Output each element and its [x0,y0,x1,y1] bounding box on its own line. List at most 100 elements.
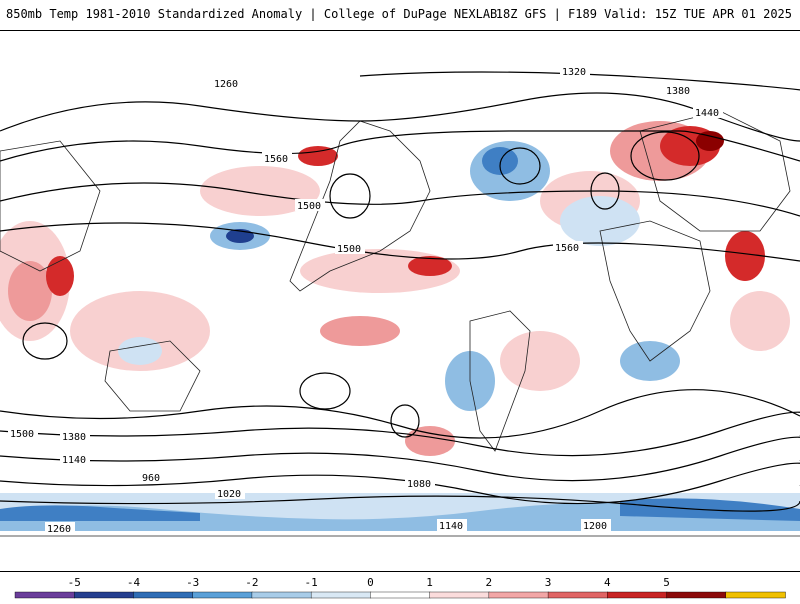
south-america-outline [469,310,531,452]
contour-line [22,322,68,360]
contour-label: 1380 [62,432,86,443]
colorbar-tick-label: 2 [486,576,493,589]
anomaly-region [725,231,765,281]
colorbar-swatch [14,591,75,599]
colorbar-canvas: -5 -4 -3 -2 -1 0 1 2 3 4 5 [14,576,786,599]
contour-label: 1140 [439,521,463,532]
africa-outline [599,220,711,362]
anomaly-region [696,131,724,151]
contour-line [0,495,800,512]
colorbar-swatch [429,591,490,599]
contour-line [499,147,541,185]
contour-label: 1560 [264,154,288,165]
colorbar-swatch [370,591,431,599]
australia-outline [104,340,201,412]
contour-line [359,71,800,101]
contour-label: 1200 [583,521,607,532]
world-map: 1260 1320 1380 1440 1560 1500 1500 1560 … [0,30,800,572]
contour-line [0,411,800,457]
contour-label: 960 [142,473,160,484]
colorbar-swatches [14,591,786,599]
contour-label: 1560 [555,243,579,254]
contour-label-bg [335,242,365,254]
anomaly-region [320,316,400,346]
colorbar-swatch [725,591,786,599]
contour-label-bg [140,471,166,483]
contour-line [390,404,420,438]
colorbar-swatch [547,591,609,599]
contour-label-bg [262,152,292,164]
anomaly-region [408,256,452,276]
contour-label-bg [60,430,90,442]
colorbar-swatch [607,591,668,599]
contour-label-bg [664,84,694,96]
colorbar-swatch [192,591,253,599]
model-run-info: 18Z GFS | F189 Valid: 15Z TUE APR 01 202… [495,7,792,21]
colorbar-swatch [666,591,727,599]
contour-line [0,130,800,162]
contour-line [0,182,800,217]
anomaly-region [560,196,640,246]
colorbar-tick-label: 1 [426,576,433,589]
contour-line [329,173,371,219]
contour-label-bg [693,106,723,118]
contour-line [0,222,800,262]
map-header: 850mb Temp 1981-2010 Standardized Anomal… [0,0,800,30]
colorbar-ticks: -5 -4 -3 -2 -1 0 1 2 3 4 5 [68,576,670,589]
contour-label-bg [553,241,583,253]
map-title: 850mb Temp 1981-2010 Standardized Anomal… [6,7,498,21]
coastlines [0,110,800,537]
colorbar-tick-label: -3 [186,576,199,589]
contour-label: 1020 [217,489,241,500]
colorbar-swatch [74,591,135,599]
contour-label-bg [212,77,242,89]
colorbar-tick-label: 0 [367,576,374,589]
anomaly-colorbar: -5 -4 -3 -2 -1 0 1 2 3 4 5 [0,572,800,600]
contour-label: 1260 [47,524,71,535]
colorbar-swatch [310,591,372,599]
contour-label: 1500 [10,429,34,440]
anomaly-region [298,146,338,166]
map-canvas: 1260 1320 1380 1440 1560 1500 1500 1560 … [0,31,800,571]
colorbar-tick-label: -2 [245,576,258,589]
anomaly-region [0,505,200,521]
anomaly-region [500,331,580,391]
contour-label-bg [560,65,590,77]
contour-label: 1260 [214,79,238,90]
contour-label-bg [437,519,467,531]
colorbar-tick-label: -1 [305,576,318,589]
contour-label: 1440 [695,108,719,119]
contour-label: 1080 [407,479,431,490]
contour-label: 1500 [297,201,321,212]
contour-label-bg [8,427,38,439]
anomaly-region [405,426,455,456]
anomaly-region [730,291,790,351]
contour-line [630,131,700,181]
contour-label: 1320 [562,67,586,78]
colorbar-tick-label: 3 [545,576,552,589]
anomaly-region [200,166,320,216]
anomaly-region [118,337,162,365]
contour-label-bg [215,487,245,499]
contour-labels: 1260 1320 1380 1440 1560 1500 1500 1560 … [8,65,723,535]
contour-label: 1500 [337,244,361,255]
anomaly-region [482,147,518,175]
north-america-outline [289,120,431,292]
contour-label: 1380 [666,86,690,97]
contour-line [590,172,620,210]
colorbar-tick-label: -4 [127,576,141,589]
contour-label-bg [581,519,611,531]
colorbar-swatch [488,591,549,599]
colorbar-swatch [133,591,194,599]
colorbar-swatch [251,591,312,599]
eurasia-east-outline [0,140,101,272]
contour-line [0,462,800,505]
contour-label: 1140 [62,455,86,466]
colorbar-tick-label: 5 [663,576,670,589]
contour-line [299,372,351,410]
colorbar-tick-label: -5 [68,576,81,589]
contour-label-bg [295,199,325,211]
colorbar-tick-label: 4 [604,576,611,589]
contour-line [0,389,800,439]
anomaly-region [70,291,210,371]
